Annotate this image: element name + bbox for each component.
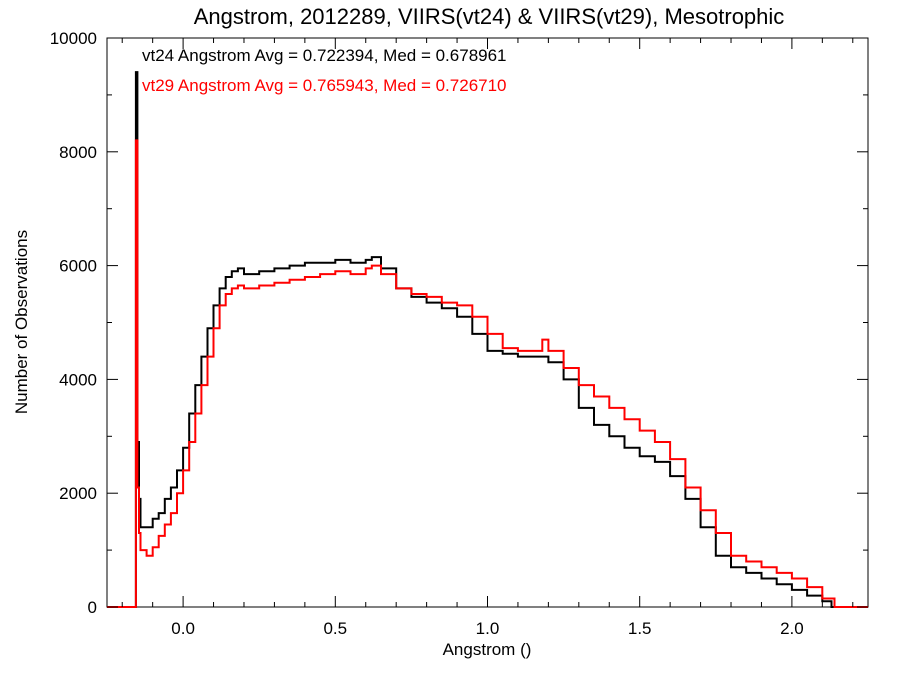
x-tick-label: 1.0 <box>476 619 500 638</box>
y-axis-label: Number of Observations <box>12 230 31 414</box>
x-tick-label: 1.5 <box>628 619 652 638</box>
series-line-0 <box>107 71 868 608</box>
x-tick-label: 0.5 <box>323 619 347 638</box>
chart-title: Angstrom, 2012289, VIIRS(vt24) & VIIRS(v… <box>194 4 785 29</box>
annotation-1: vt29 Angstrom Avg = 0.765943, Med = 0.72… <box>142 76 507 95</box>
y-tick-label: 6000 <box>59 257 97 276</box>
plot-area: 0.0 0.5 1.0 1.5 2.0 0 2000 4000 6000 8000 10000 <box>50 29 869 638</box>
y-tick-label: 2000 <box>59 484 97 503</box>
series-line-1 <box>107 139 868 608</box>
y-tick-label: 8000 <box>59 143 97 162</box>
x-tick-label: 0.0 <box>171 619 195 638</box>
annotations: vt24 Angstrom Avg = 0.722394, Med = 0.67… <box>142 46 507 95</box>
y-tick-label: 10000 <box>50 29 97 48</box>
annotation-0: vt24 Angstrom Avg = 0.722394, Med = 0.67… <box>142 46 507 65</box>
x-axis-label: Angstrom () <box>443 640 532 659</box>
x-tick-label: 2.0 <box>780 619 804 638</box>
y-tick-label: 0 <box>88 598 97 617</box>
y-tick-label: 4000 <box>59 370 97 389</box>
